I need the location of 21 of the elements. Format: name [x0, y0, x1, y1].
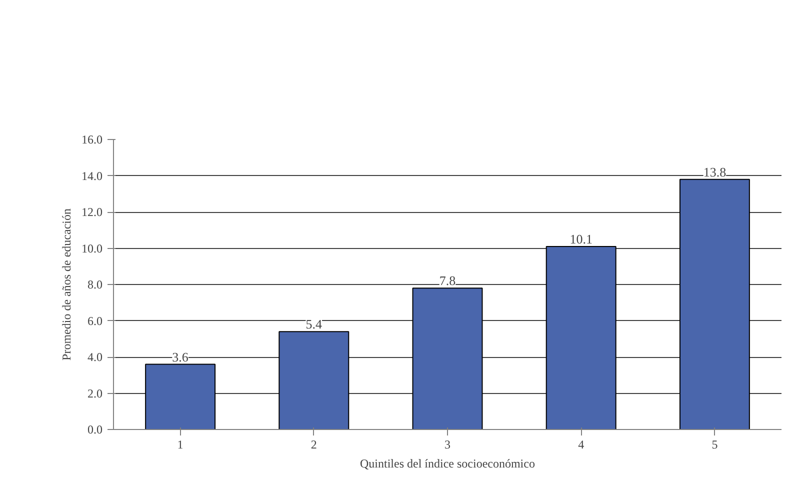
x-tick-label: 4: [578, 438, 584, 452]
data-label: 7.8: [439, 273, 456, 288]
data-label: 10.1: [570, 231, 592, 246]
data-label: 3.6: [172, 349, 189, 364]
x-tick-label: 3: [444, 438, 450, 452]
x-tick-label: 1: [177, 438, 184, 452]
y-tick-label: 14.0: [82, 168, 102, 183]
y-tick-label: 8.0: [88, 278, 102, 292]
data-label: 13.8: [703, 164, 726, 180]
y-tick-label: 2.0: [88, 386, 102, 400]
y-tick-label: 0.0: [88, 422, 102, 436]
x-tick-label: 5: [712, 438, 718, 452]
x-tick-label: 2: [310, 438, 317, 452]
y-tick-label: 6.0: [88, 314, 102, 328]
y-tick-label: 10.0: [82, 241, 102, 256]
y-tick-label: 16.0: [82, 132, 102, 146]
y-tick-label: 12.0: [82, 205, 102, 219]
x-axis-title: Quintiles del índice socioeconómico: [360, 456, 535, 470]
y-tick-label: 4.0: [88, 350, 102, 364]
data-label: 5.4: [306, 316, 323, 332]
y-axis-title: Promedio de años de educación: [60, 208, 74, 360]
